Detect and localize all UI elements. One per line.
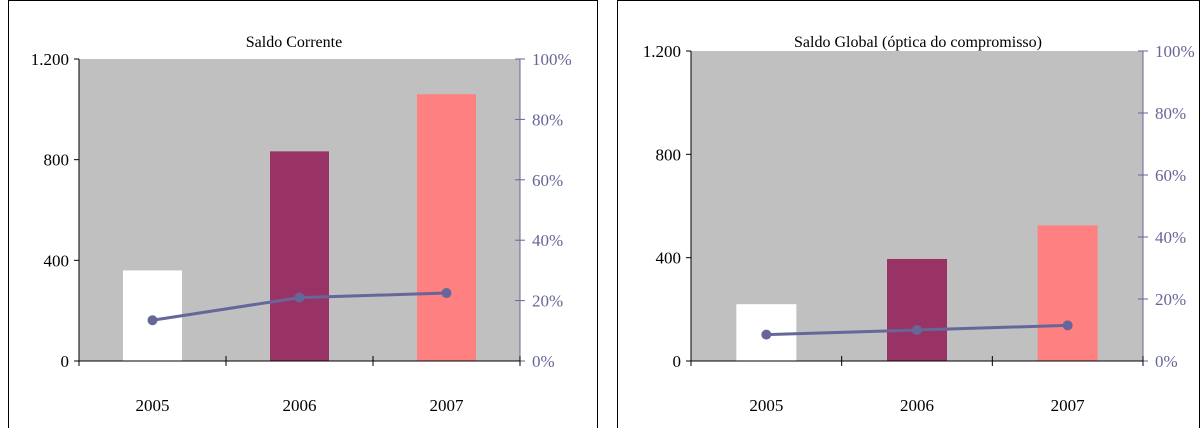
chart-title: Saldo Corrente xyxy=(246,34,342,51)
chart-panel-saldo-corrente: 0 400 800 1.200 0% 20% 40% 60% 80% 100% 2005 2006 20… xyxy=(8,0,598,428)
y-tick-label-left: 0 xyxy=(61,352,70,371)
bar-2007 xyxy=(1037,225,1098,361)
y-tick-label-right: 80% xyxy=(1155,104,1186,123)
y-tick-label-right: 40% xyxy=(1155,228,1186,247)
x-tick-label: 2007 xyxy=(1051,396,1086,415)
y-tick-label-right: 0% xyxy=(1155,352,1178,371)
chart-saldo-corrente: 0 400 800 1.200 0% 20% 40% 60% 80% 100% 2005 2006 20… xyxy=(31,34,572,415)
y-tick-label-right: 40% xyxy=(532,231,563,250)
line-point-2006 xyxy=(294,292,305,303)
x-tick-label: 2006 xyxy=(283,396,317,415)
y-tick-label-left: 800 xyxy=(44,151,70,170)
y-tick-label-right: 80% xyxy=(532,110,563,129)
y-tick-label-left: 400 xyxy=(44,251,70,270)
y-tick-label-right: 20% xyxy=(1155,290,1186,309)
chart-title: Saldo Global (óptica do compromisso) xyxy=(794,34,1042,51)
y-tick-label-right: 20% xyxy=(532,292,563,311)
line-point-2005 xyxy=(147,315,158,326)
y-tick-label-left: 0 xyxy=(673,352,682,371)
y-tick-label-left: 1.200 xyxy=(643,42,681,61)
bar-2006 xyxy=(887,258,947,361)
y-tick-label-left: 400 xyxy=(656,249,682,268)
x-tick-label: 2005 xyxy=(749,396,783,415)
line-point-2007 xyxy=(441,288,452,299)
line-point-2006 xyxy=(912,325,922,335)
chart-saldo-global: 0 400 800 1.200 0% 20% 40% 60% 80% 100% 2005 2006 20… xyxy=(643,34,1195,415)
chart-panel-saldo-global: 0 400 800 1.200 0% 20% 40% 60% 80% 100% 2005 2006 20… xyxy=(617,0,1200,428)
y-tick-label-right: 0% xyxy=(532,352,555,371)
y-tick-label-right: 60% xyxy=(1155,166,1186,185)
line-point-2007 xyxy=(1062,320,1073,331)
bar-2007 xyxy=(417,94,476,361)
x-tick-label: 2007 xyxy=(430,396,465,415)
y-tick-label-left: 1.200 xyxy=(31,50,69,69)
y-tick-label-right: 100% xyxy=(1155,42,1195,61)
x-tick-label: 2005 xyxy=(136,396,170,415)
y-tick-label-right: 100% xyxy=(532,50,572,69)
y-tick-label-left: 800 xyxy=(656,145,682,164)
bar-2006 xyxy=(270,151,329,361)
line-point-2005 xyxy=(761,329,772,340)
y-tick-label-right: 60% xyxy=(532,171,563,190)
x-tick-label: 2006 xyxy=(900,396,934,415)
